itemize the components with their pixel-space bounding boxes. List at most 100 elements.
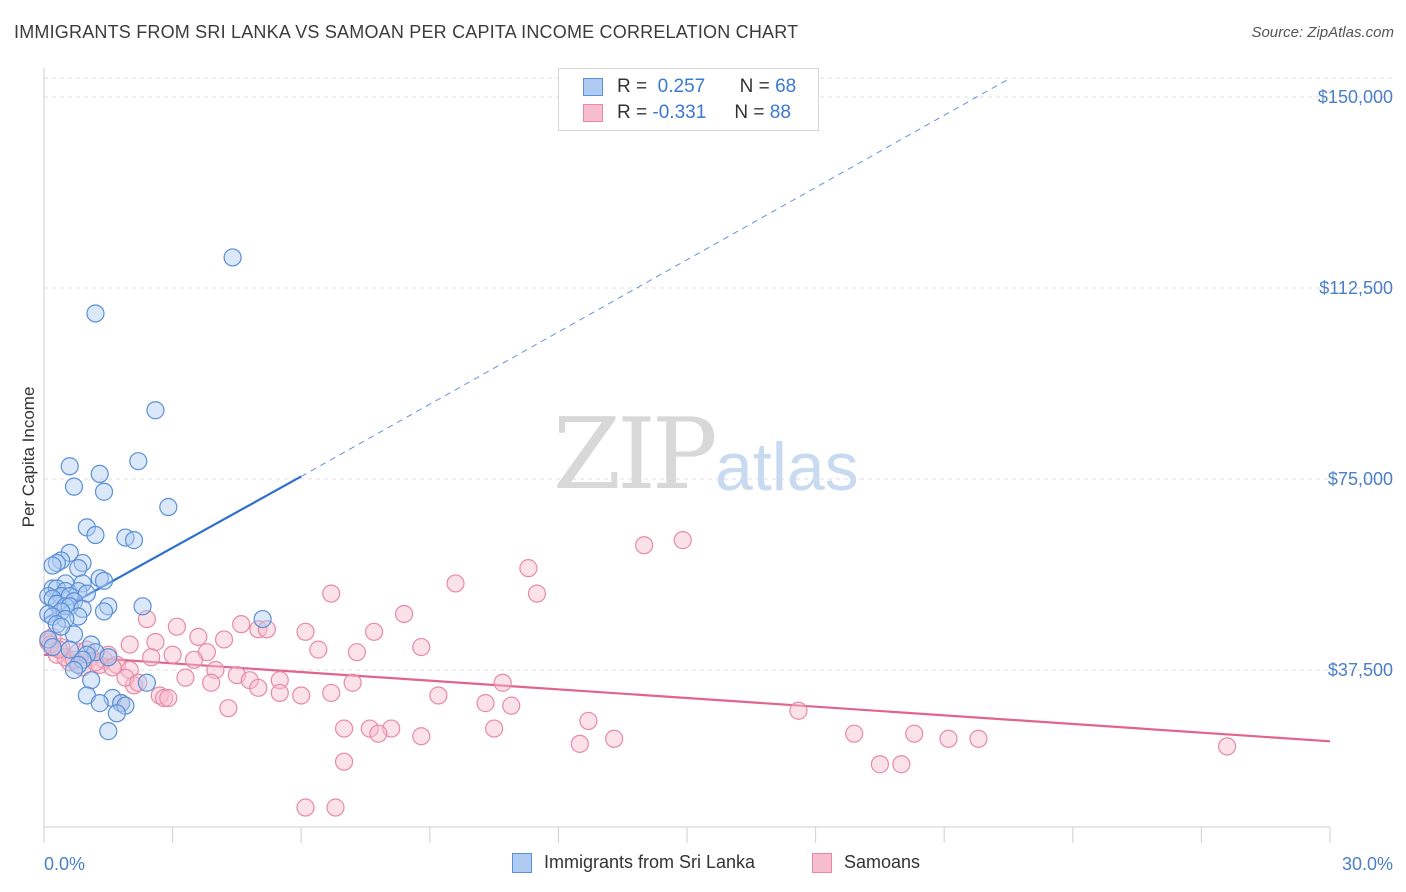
samoan-point [270, 671, 289, 690]
samoan-point [939, 729, 958, 748]
bottom-legend-samoans: Samoans [812, 852, 920, 873]
sri-lanka-point [82, 671, 101, 690]
bottom-legend-label: Samoans [844, 852, 921, 872]
stats-legend: R = 0.257 N = 68 R = -0.331 N = 88 [558, 68, 819, 131]
legend-r-label: R = [617, 76, 648, 97]
sri-lanka-point [137, 673, 156, 692]
legend-swatch-pink [583, 104, 603, 122]
samoan-point [343, 673, 362, 692]
x-tick-label: 0.0% [44, 854, 85, 874]
samoan-point [412, 637, 431, 657]
samoan-point [347, 643, 367, 662]
samoan-point [292, 686, 311, 705]
sri-lanka-point [52, 617, 71, 636]
samoan-point [845, 724, 864, 743]
samoan-point [485, 719, 504, 738]
sri-lanka-point [43, 556, 62, 575]
legend-r-label: R = [617, 102, 648, 123]
samoan-trend-line [43, 653, 1331, 743]
samoan-point [369, 724, 388, 743]
axis-labels: $37,500 $75,000 $112,500 $150,000 0.0% 30.0% P… [19, 87, 1393, 874]
samoan-point [270, 683, 289, 703]
sri-lanka-point [60, 457, 79, 476]
samoan-point [322, 584, 341, 603]
samoan-point [154, 688, 174, 708]
samoan-point [334, 719, 354, 738]
sri-lanka-point [94, 482, 114, 501]
sri-lanka-point [64, 477, 84, 496]
bottom-legend-swatch-blue [512, 852, 532, 873]
samoan-point [202, 673, 221, 692]
samoan-point [296, 622, 315, 641]
samoan-point [309, 640, 328, 659]
legend-swatch-blue [583, 78, 603, 96]
bottom-legend-sri-lanka: Immigrants from Sri Lanka [512, 852, 755, 873]
sri-lanka-trend-extension [300, 78, 1009, 477]
sri-lanka-point [69, 559, 88, 578]
sri-lanka-point [159, 497, 178, 517]
samoan-point [905, 724, 924, 743]
legend-n-label: N = [734, 102, 765, 123]
samoan-point [446, 574, 465, 593]
sri-lanka-point [124, 531, 144, 550]
axes [43, 68, 1331, 843]
samoan-point [219, 699, 238, 718]
y-tick-label: $150,000 [1318, 87, 1393, 107]
samoan-point [322, 683, 341, 703]
sri-lanka-point [99, 648, 118, 667]
sri-lanka-point [133, 597, 152, 616]
y-tick-label: $37,500 [1328, 660, 1393, 680]
x-tick-label: 30.0% [1342, 854, 1393, 874]
samoan-point [159, 688, 178, 708]
samoan-point [364, 622, 384, 641]
samoan-point [334, 752, 354, 771]
samoan-point [527, 584, 547, 603]
samoan-point [476, 694, 495, 713]
sri-lanka-point [86, 525, 105, 545]
samoan-point [249, 678, 268, 697]
sri-lanka-point [64, 660, 84, 680]
samoan-point [184, 650, 204, 669]
samoan-point [176, 668, 195, 687]
samoan-point [120, 635, 139, 654]
chart-title: IMMIGRANTS FROM SRI LANKA VS SAMOAN PER … [14, 22, 799, 42]
samoan-point [103, 658, 122, 677]
samoan-point [870, 755, 890, 774]
samoan-point [214, 630, 234, 649]
samoan-point [146, 632, 165, 652]
bottom-legend-swatch-pink [812, 852, 832, 873]
legend-row-sri-lanka: R = 0.257 N = 68 [583, 75, 796, 99]
samoan-point [163, 645, 182, 664]
sri-lanka-point [90, 694, 109, 713]
watermark-atlas: atlas [715, 429, 859, 505]
data-points [39, 248, 1237, 817]
sri-lanka-point [94, 602, 114, 621]
sri-lanka-point [94, 571, 114, 590]
sri-lanka-point [86, 304, 105, 323]
samoan-point [1218, 737, 1237, 756]
y-tick-label: $112,500 [1319, 278, 1393, 298]
samoan-point [635, 536, 654, 555]
samoan-point [142, 648, 161, 667]
y-tick-label: $75,000 [1328, 469, 1393, 489]
samoan-point [789, 701, 808, 720]
samoan-point [605, 729, 624, 748]
legend-n-value: 68 [775, 76, 797, 97]
sri-lanka-point [99, 722, 118, 741]
samoan-point [360, 719, 379, 738]
samoan-point [167, 617, 186, 636]
sri-lanka-point [223, 248, 242, 267]
legend-n-value: 88 [769, 102, 791, 123]
samoan-point [519, 559, 538, 578]
samoan-point [257, 620, 277, 639]
samoan-point [579, 711, 598, 731]
sri-lanka-point [90, 464, 109, 484]
legend-n-label: N = [739, 76, 770, 97]
samoan-point [673, 531, 692, 550]
samoan-point [296, 798, 315, 817]
sri-lanka-point [43, 637, 62, 657]
legend-row-samoans: R = -0.331 N = 88 [583, 101, 791, 125]
sri-lanka-trend-line [43, 475, 302, 621]
sri-lanka-point [129, 452, 148, 471]
